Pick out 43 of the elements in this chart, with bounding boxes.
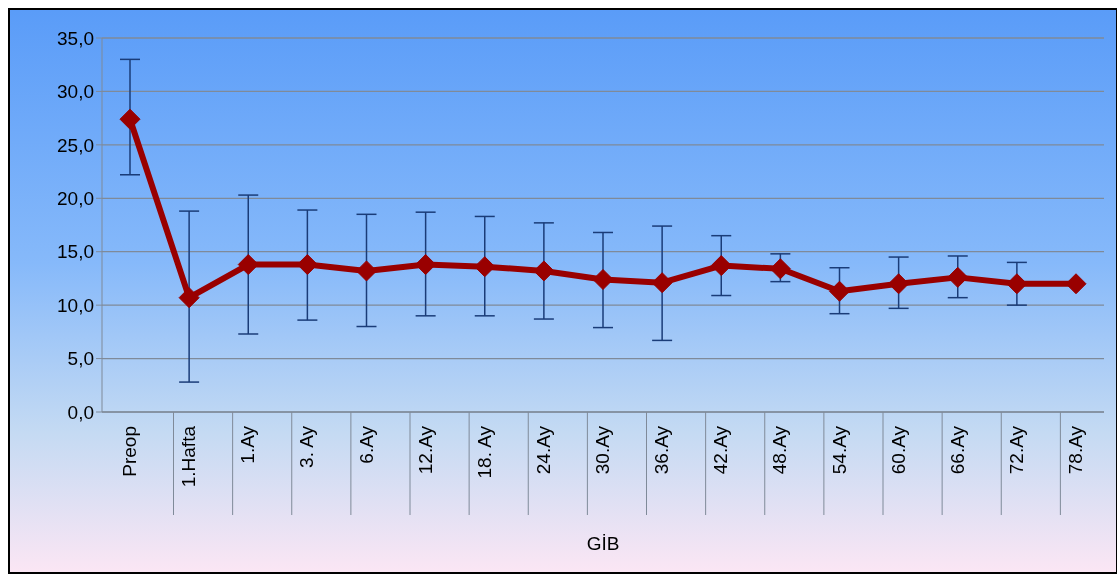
x-tick-label: 48.Ay	[769, 425, 791, 475]
point	[888, 273, 910, 295]
point	[947, 266, 969, 288]
point	[592, 269, 614, 290]
x-axis-title: GİB	[586, 533, 620, 554]
x-tick-label: 6.Ay	[355, 425, 377, 464]
y-tick-label: 0,0	[67, 401, 94, 423]
point	[356, 260, 377, 282]
point	[178, 287, 200, 309]
point	[474, 256, 496, 278]
point	[237, 254, 259, 276]
point	[710, 255, 732, 277]
y-tick-label: 35,0	[57, 27, 94, 49]
point	[119, 108, 141, 130]
y-tick-label: 20,0	[57, 188, 94, 210]
x-tick-label: Preop	[119, 426, 140, 477]
x-tick-label: 66.Ay	[946, 425, 968, 475]
x-tick-label: 24.Ay	[532, 425, 554, 475]
point	[415, 254, 437, 276]
point	[533, 260, 555, 282]
point	[296, 254, 318, 276]
x-tick-label: 1.Hafta	[178, 425, 200, 488]
point	[769, 258, 791, 280]
x-tick-label: 36.Ay	[651, 425, 673, 475]
y-tick-label: 10,0	[57, 294, 94, 316]
x-tick-label: 30.Ay	[592, 425, 613, 475]
y-tick-label: 15,0	[57, 241, 94, 263]
y-tick-label: 30,0	[57, 81, 94, 103]
point	[829, 280, 850, 302]
x-tick-label: 18. Ay	[473, 425, 495, 479]
x-tick-label: 60.Ay	[887, 425, 909, 475]
x-tick-label: 12.Ay	[414, 425, 436, 475]
y-tick-label: 25,0	[57, 134, 94, 156]
x-tick-label: 78.Ay	[1065, 425, 1086, 475]
x-tick-label: 72.Ay	[1005, 425, 1027, 475]
x-tick-label: 3. Ay	[296, 425, 318, 468]
x-tick-label: 42.Ay	[710, 425, 732, 475]
x-tick-label: 1.Ay	[237, 425, 259, 464]
point	[651, 272, 673, 294]
x-tick-label: 54.Ay	[828, 425, 850, 475]
point	[1065, 273, 1087, 295]
point	[1006, 273, 1028, 295]
y-tick-label: 5,0	[67, 348, 94, 370]
